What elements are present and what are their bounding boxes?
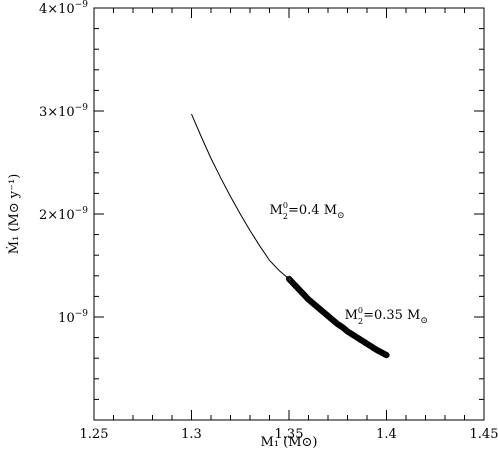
x-tick-label: 1.35 (275, 427, 304, 442)
annotations: M0 2=0.4 M⊙ M0 2=0.35 M⊙ (270, 201, 428, 326)
x-tick-label: 1.45 (470, 427, 498, 442)
annotation-label: M0 2=0.4 M⊙ (270, 201, 345, 221)
series-marker (383, 352, 390, 359)
x-axis-label: M₁ (M⊙) (260, 435, 317, 450)
y-tick-label: 4×10−9 (39, 0, 88, 17)
x-tick-label: 1.25 (80, 427, 109, 442)
y-tick-label: 3×10−9 (39, 103, 88, 120)
y-axis-label: Ṁ₁ (M⊙ y⁻¹) (5, 174, 22, 255)
annotation-label: M0 2=0.35 M⊙ (345, 306, 428, 326)
x-tick-label: 1.3 (181, 427, 202, 442)
series-line (191, 113, 290, 280)
axis-ticks (93, 7, 485, 421)
y-tick-label: 10−9 (58, 309, 88, 326)
x-tick-label: 1.4 (376, 427, 397, 442)
x-tick-labels: 1.25 1.3 1.35 1.4 1.45 (80, 427, 498, 442)
y-tick-label: 2×10−9 (39, 206, 88, 223)
y-tick-labels: 10−9 2×10−9 3×10−9 4×10−9 (39, 0, 88, 326)
series-layer (191, 113, 390, 359)
